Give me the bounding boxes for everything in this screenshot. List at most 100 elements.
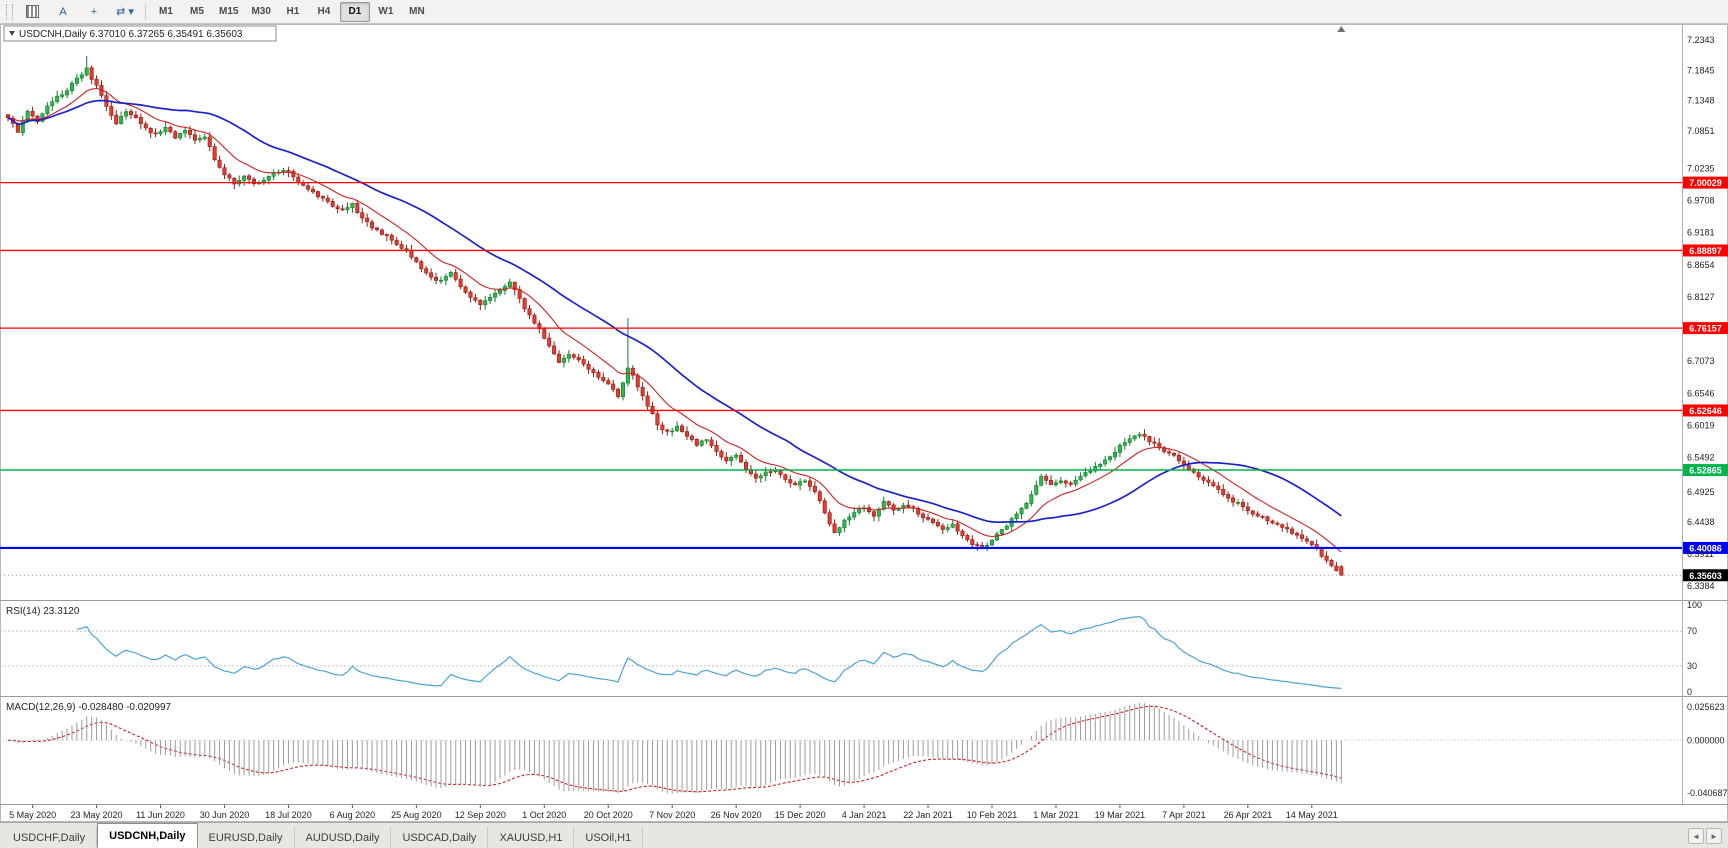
svg-text:6.52865: 6.52865	[1689, 466, 1722, 476]
tab-eurusd-daily[interactable]: EURUSD,Daily	[198, 827, 295, 848]
toolbar-gripper[interactable]	[6, 3, 13, 20]
new-chart-glyph	[25, 5, 39, 18]
svg-text:6.8127: 6.8127	[1687, 292, 1715, 302]
date-axis-label: 25 Aug 2020	[391, 810, 442, 820]
timeframe-button-m1[interactable]: M1	[159, 6, 173, 17]
tab-usdcnh-daily[interactable]: USDCNH,Daily	[97, 823, 198, 848]
svg-text:7.1348: 7.1348	[1687, 96, 1715, 106]
macd-histogram	[12, 703, 1342, 794]
tab-usoil-h1[interactable]: USOil,H1	[574, 827, 644, 848]
date-axis-label: 23 May 2020	[71, 810, 123, 820]
chart-tabs: USDCHF,Daily USDCNH,Daily EURUSD,Daily AUDU…	[0, 823, 644, 848]
svg-text:6.6019: 6.6019	[1687, 420, 1715, 430]
svg-text:6.8654: 6.8654	[1687, 260, 1715, 270]
svg-text:6.5492: 6.5492	[1687, 453, 1715, 463]
date-axis-label: 26 Apr 2021	[1224, 810, 1273, 820]
cycle-timeframes-icon[interactable]: ⇄ ▾	[116, 6, 134, 18]
candlestick-series	[6, 56, 1344, 576]
price-tag	[1683, 541, 1728, 554]
slow-ma-line	[7, 99, 1342, 524]
horizontal-lines: 7.00029 6.88897 6.76157 6.62646 6.52865 6.400…	[0, 176, 1728, 582]
svg-text:7.2343: 7.2343	[1687, 35, 1715, 45]
date-axis-label: 7 Apr 2021	[1162, 810, 1206, 820]
cursor-tool-icon[interactable]: A	[59, 5, 67, 18]
price-tag	[1683, 404, 1728, 417]
svg-text:7.00029: 7.00029	[1689, 178, 1722, 188]
svg-text:6.4438: 6.4438	[1687, 517, 1715, 527]
chart-region: 7.00029 6.88897 6.76157 6.62646 6.52865 6.400…	[0, 24, 1728, 822]
timeframe-button-mn[interactable]: MN	[409, 6, 425, 17]
date-axis-label: 19 Mar 2021	[1095, 810, 1146, 820]
svg-text:6.62646: 6.62646	[1689, 406, 1722, 416]
timeframe-button-h1[interactable]: H1	[286, 6, 300, 17]
svg-text:6.7073: 6.7073	[1687, 356, 1715, 366]
timeframe-button-h4[interactable]: H4	[317, 6, 331, 17]
svg-text:6.9181: 6.9181	[1687, 228, 1715, 238]
price-tag	[1683, 569, 1728, 582]
date-axis-label: 30 Jun 2020	[200, 810, 250, 820]
date-axis-label: 26 Nov 2020	[711, 810, 762, 820]
date-axis-label: 1 Oct 2020	[522, 810, 566, 820]
date-axis-label: 6 Aug 2020	[330, 810, 376, 820]
svg-text:70: 70	[1687, 626, 1697, 636]
timeframe-button-w1[interactable]: W1	[378, 6, 394, 17]
svg-text:0.000000: 0.000000	[1687, 735, 1725, 745]
svg-text:6.88897: 6.88897	[1689, 246, 1722, 256]
tabs-scroll-left-icon[interactable]: ◄	[1688, 828, 1704, 844]
svg-text:USDCNH,Daily 6.37010 6.37265: USDCNH,Daily 6.37010 6.37265 6.35491 6.3…	[19, 29, 243, 40]
price-tag	[1683, 464, 1728, 477]
timeframe-button-d1[interactable]: D1	[339, 1, 370, 22]
fast-ma-line	[7, 87, 1342, 553]
tab-usdcad-daily[interactable]: USDCAD,Daily	[391, 827, 489, 848]
chart-canvas[interactable]: 7.00029 6.88897 6.76157 6.62646 6.52865 6.400…	[0, 24, 1728, 822]
svg-text:7.0851: 7.0851	[1687, 126, 1715, 136]
date-axis-label: 18 Jul 2020	[265, 810, 312, 820]
svg-text:30: 30	[1687, 661, 1697, 671]
svg-text:-0.040687: -0.040687	[1687, 788, 1728, 798]
toolbar-icon-group: A + ⇄ ▾	[17, 2, 140, 22]
svg-text:6.35603: 6.35603	[1689, 571, 1722, 581]
collapse-title-icon[interactable]	[9, 31, 15, 36]
crosshair-tool-icon[interactable]: +	[90, 5, 98, 18]
date-axis-label: 15 Dec 2020	[775, 810, 826, 820]
svg-text:7.0235: 7.0235	[1687, 163, 1715, 173]
svg-text:6.4925: 6.4925	[1687, 487, 1715, 497]
tab-audusd-daily[interactable]: AUDUSD,Daily	[295, 827, 392, 848]
date-axis-label: 5 May 2020	[9, 810, 56, 820]
timeframe-button-m5[interactable]: M5	[190, 6, 204, 17]
svg-text:6.76157: 6.76157	[1689, 324, 1722, 334]
date-axis-label: 4 Jan 2021	[842, 810, 887, 820]
new-chart-icon[interactable]	[17, 2, 47, 22]
price-tag	[1683, 322, 1728, 335]
macd-signal-line	[7, 705, 1342, 793]
tab-scroll-buttons: ◄ ►	[1688, 828, 1728, 848]
tab-usdchf-daily[interactable]: USDCHF,Daily	[2, 827, 98, 848]
chart-tabs-bar: USDCHF,Daily USDCNH,Daily EURUSD,Daily AUDU…	[0, 822, 1728, 848]
rsi-panel: 100 70 30 0 RSI(14) 23.3120	[0, 600, 1702, 697]
chart-shift-marker[interactable]	[1337, 26, 1346, 32]
date-axis-label: 7 Nov 2020	[649, 810, 695, 820]
symbol-ohlc-title: USDCNH,Daily 6.37010 6.37265 6.35491 6.3…	[3, 25, 277, 42]
panel-frames	[0, 24, 1728, 822]
date-axis: 5 May 2020 23 May 2020 11 Jun 2020 30 Jun 2…	[9, 805, 1338, 820]
timeframe-button-group: M1 M5 M15 M30 H1 H4 D1 W1 MN	[151, 1, 432, 22]
price-tag	[1683, 244, 1728, 257]
date-axis-label: 22 Jan 2021	[903, 810, 953, 820]
timeframe-button-m30[interactable]: M30	[251, 6, 271, 17]
date-axis-label: 20 Oct 2020	[584, 810, 633, 820]
svg-text:6.3384: 6.3384	[1687, 581, 1715, 591]
timeframe-button-m15[interactable]: M15	[219, 6, 239, 17]
date-axis-label: 10 Feb 2021	[967, 810, 1018, 820]
svg-text:6.3911: 6.3911	[1687, 549, 1714, 559]
tab-xauusd-h1[interactable]: XAUUSD,H1	[488, 827, 575, 848]
tabs-scroll-right-icon[interactable]: ►	[1706, 828, 1722, 844]
svg-text:0.025623: 0.025623	[1687, 702, 1725, 712]
svg-text:6.40086: 6.40086	[1689, 543, 1722, 553]
svg-text:6.6546: 6.6546	[1687, 388, 1715, 398]
date-axis-label: 12 Sep 2020	[455, 810, 506, 820]
svg-text:100: 100	[1687, 600, 1702, 610]
svg-text:0: 0	[1687, 687, 1692, 697]
macd-panel: 0.025623 0.000000 -0.040687 MACD(12,26,9) -…	[0, 702, 1728, 798]
toolbar-separator	[145, 3, 146, 20]
svg-text:6.9708: 6.9708	[1687, 196, 1715, 206]
